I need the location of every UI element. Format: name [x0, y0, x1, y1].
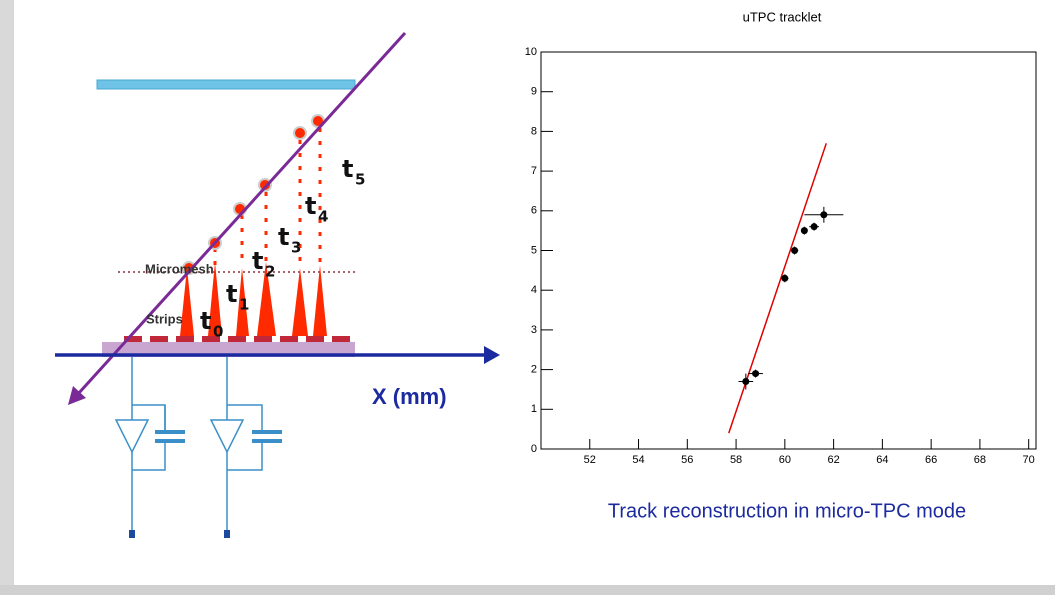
strip: [176, 336, 194, 342]
chart-title: uTPC tracklet: [743, 9, 822, 24]
avalanche: [208, 262, 222, 336]
wire: [132, 441, 166, 471]
y-tick-label: 10: [525, 46, 537, 58]
data-point: [781, 274, 789, 282]
y-tick-label: 6: [531, 205, 537, 217]
time-label: t: [200, 307, 211, 335]
electronics: [114, 357, 282, 530]
y-tick-label: 8: [531, 125, 537, 137]
connector: [224, 530, 230, 538]
y-tick-label: 2: [531, 364, 537, 376]
strip: [280, 336, 298, 342]
time-label: t: [305, 192, 316, 220]
strip: [124, 336, 142, 342]
avalanche: [236, 268, 249, 336]
data-point: [810, 223, 818, 231]
x-tick-label: 54: [632, 454, 644, 466]
electron: [258, 178, 272, 192]
wire: [227, 404, 263, 432]
time-subscript: 4: [318, 208, 328, 226]
avalanche: [257, 262, 276, 336]
strip: [332, 336, 350, 342]
data-point: [800, 227, 808, 235]
time-subscript: 2: [265, 263, 275, 281]
x-axis-arrowhead: [484, 346, 500, 364]
strips-label: Strips: [146, 311, 183, 326]
y-tick-label: 9: [531, 86, 537, 98]
bottom-border: [0, 585, 1055, 595]
caption: Track reconstruction in micro-TPC mode: [608, 500, 966, 522]
micromesh-label: Micromesh: [145, 261, 214, 276]
time-subscript: 1: [239, 296, 249, 314]
data-point: [791, 247, 799, 254]
y-tick-label: 3: [531, 324, 537, 336]
x-tick-label: 56: [681, 454, 693, 466]
time-subscript: 3: [291, 239, 301, 257]
x-tick-label: 70: [1023, 454, 1035, 466]
time-label: t: [278, 223, 289, 251]
avalanche: [180, 268, 194, 336]
strips: [124, 336, 350, 342]
data-point: [742, 378, 750, 386]
avalanches: [180, 262, 327, 336]
strip: [202, 336, 220, 342]
x-tick-label: 60: [779, 454, 791, 466]
x-tick-label: 68: [974, 454, 986, 466]
time-label: t: [342, 155, 353, 183]
strip: [306, 336, 324, 342]
time-label: t: [226, 280, 237, 308]
wire: [227, 441, 263, 471]
x-tick-label: 52: [584, 454, 596, 466]
avalanche: [292, 268, 308, 336]
strip: [228, 336, 246, 342]
detector-diagram: Micromesh Strips X (mm): [55, 31, 500, 538]
time-subscript: 0: [213, 323, 223, 341]
avalanche: [313, 265, 327, 336]
y-tick-label: 0: [531, 443, 537, 455]
x-axis-label: X (mm): [372, 384, 447, 409]
strip: [254, 336, 272, 342]
track: [76, 31, 407, 396]
x-tick-label: 58: [730, 454, 742, 466]
drift-paths: [213, 128, 322, 265]
data-point: [752, 370, 760, 378]
connector: [129, 530, 135, 538]
amplifier: [114, 419, 150, 454]
drift-electrode: [96, 79, 356, 90]
left-border: [0, 0, 14, 595]
y-tick-label: 7: [531, 165, 537, 177]
x-tick-label: 62: [827, 454, 839, 466]
time-label: t: [252, 247, 263, 275]
strip: [150, 336, 168, 342]
electron: [293, 126, 307, 140]
x-tick-label: 66: [925, 454, 937, 466]
amplifier: [209, 419, 245, 454]
track-arrowhead: [68, 386, 86, 405]
time-subscript: 5: [355, 171, 365, 189]
y-tick-label: 4: [531, 284, 537, 296]
y-tick-label: 5: [531, 244, 537, 256]
electron: [182, 261, 196, 275]
x-tick-label: 64: [876, 454, 888, 466]
data-point: [820, 211, 828, 219]
y-tick-label: 1: [531, 403, 537, 415]
